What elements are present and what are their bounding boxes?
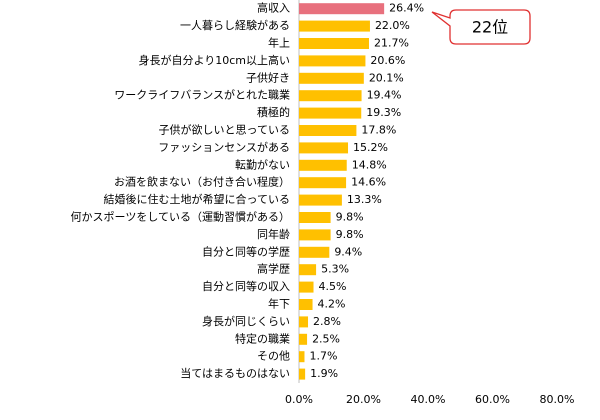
bar [299, 177, 347, 189]
value-label: 22.0% [375, 19, 410, 32]
bar [299, 3, 385, 15]
y-tick-label: 何かスポーツをしている（運動習慣がある） [71, 210, 290, 224]
bar [299, 72, 364, 84]
value-label: 2.8% [313, 315, 341, 328]
y-tick-label: 身長が自分より10cm以上高い [138, 53, 290, 67]
value-label: 13.3% [347, 193, 382, 206]
bar [299, 194, 342, 206]
x-tick-label: 0.0% [285, 393, 313, 406]
bar [299, 55, 366, 67]
bar [299, 281, 314, 293]
x-tick-label: 60.0% [475, 393, 510, 406]
bar [299, 333, 308, 345]
value-label: 17.8% [361, 124, 396, 137]
bar [299, 142, 349, 154]
value-label: 20.6% [370, 54, 405, 67]
value-label: 26.4% [389, 2, 424, 15]
value-label: 9.4% [334, 245, 362, 258]
y-tick-label: お酒を飲まない（お付き合い程度） [114, 175, 290, 189]
y-tick-label: 自分と同等の学歴 [202, 244, 290, 258]
value-label: 14.6% [351, 176, 386, 189]
value-label: 1.9% [310, 367, 338, 380]
y-tick-label: 特定の職業 [235, 331, 290, 345]
bar [299, 316, 309, 328]
bar [299, 368, 306, 380]
bar [299, 264, 317, 276]
bar [299, 159, 347, 171]
bar [299, 212, 331, 223]
x-tick-label: 80.0% [540, 393, 575, 406]
value-label: 4.2% [318, 298, 346, 311]
y-tick-label: その他 [257, 350, 290, 363]
callout-text: 22位 [472, 18, 508, 37]
bar [299, 351, 305, 363]
y-tick-label: ファッションセンスがある [158, 140, 290, 154]
y-tick-label: 当てはまるものはない [180, 366, 290, 380]
y-tick-label: 一人暮らし経験がある [180, 18, 290, 32]
value-label: 20.1% [369, 71, 404, 84]
x-tick-label: 20.0% [346, 393, 381, 406]
y-tick-label: 高収入 [257, 1, 290, 15]
y-tick-label: 高学歴 [257, 262, 290, 276]
value-label: 4.5% [319, 280, 347, 293]
value-label: 14.8% [352, 158, 387, 171]
value-label: 15.2% [353, 141, 388, 154]
y-tick-label: 同年齢 [257, 227, 290, 241]
bar [299, 90, 362, 102]
y-tick-label: 年下 [268, 297, 290, 311]
y-tick-label: 積極的 [257, 105, 290, 119]
bar [299, 299, 313, 310]
value-label: 9.8% [336, 211, 364, 224]
bar [299, 20, 370, 32]
y-tick-label: 年上 [268, 36, 290, 50]
x-tick-label: 40.0% [411, 393, 446, 406]
value-label: 2.5% [312, 332, 340, 345]
value-label: 9.8% [336, 228, 364, 241]
y-tick-label: 身長が同じくらい [202, 314, 290, 328]
bar [299, 246, 330, 258]
value-label: 21.7% [374, 37, 409, 50]
value-label: 19.3% [366, 106, 401, 119]
bar [299, 38, 369, 49]
value-label: 5.3% [321, 263, 349, 276]
value-label: 19.4% [367, 89, 402, 102]
y-tick-label: 子供好き [246, 70, 290, 84]
bar [299, 229, 331, 241]
y-tick-label: 転勤がない [235, 157, 290, 171]
y-tick-label: ワークライフバランスがとれた職業 [114, 88, 290, 102]
y-tick-label: 自分と同等の収入 [202, 279, 290, 293]
callout-box [431, 9, 531, 45]
bar [299, 125, 357, 136]
bar [299, 107, 362, 119]
y-tick-label: 結婚後に住む土地が希望に合っている [104, 192, 290, 206]
value-label: 1.7% [309, 350, 337, 363]
y-tick-label: 子供が欲しいと思っている [159, 123, 290, 137]
